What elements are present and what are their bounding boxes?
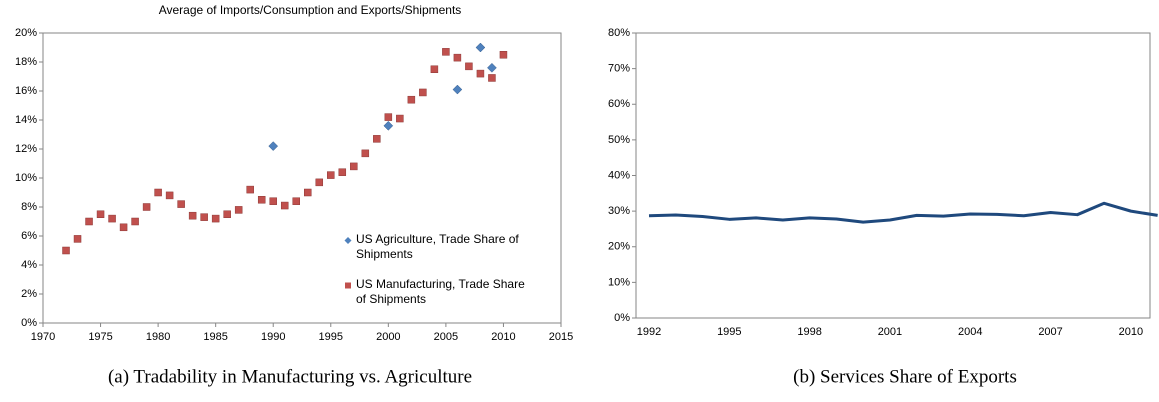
legend-marker [345, 282, 351, 289]
y-tick-label: 18% [15, 56, 37, 68]
square-point [373, 135, 381, 143]
x-tick-label: 2001 [878, 326, 902, 338]
y-tick-label: 80% [608, 27, 630, 39]
chart-title: Average of Imports/Consumption and Expor… [159, 3, 462, 17]
diamond-point [383, 120, 394, 131]
square-point [442, 48, 450, 56]
square-point [131, 217, 139, 226]
square-point [211, 214, 220, 223]
square-point [85, 217, 93, 226]
x-tick-label: 1998 [797, 326, 821, 338]
square-point [234, 206, 243, 214]
square-point [304, 188, 312, 197]
x-tick-label: 1975 [88, 331, 112, 343]
y-tick-label: 6% [21, 230, 37, 242]
x-tick-label: 2005 [434, 331, 458, 343]
legend-label: US Manufacturing, Trade Share of Shipmen… [356, 277, 525, 306]
square-point [384, 113, 393, 121]
square-point [246, 185, 254, 194]
x-tick-label: 1985 [203, 331, 227, 343]
x-tick-label: 2000 [376, 331, 400, 343]
square-point [142, 203, 151, 211]
x-tick-label: 2004 [958, 326, 982, 338]
square-point [257, 196, 266, 204]
square-point [465, 62, 473, 71]
diamond-point [475, 42, 486, 53]
y-tick-label: 30% [608, 205, 630, 217]
y-tick-label: 20% [15, 27, 37, 39]
x-tick-label: 1995 [717, 326, 741, 338]
square-point [223, 210, 231, 218]
plot-frame [635, 32, 1151, 319]
square-point [96, 210, 105, 218]
y-tick-label: 10% [608, 276, 630, 288]
square-point [165, 191, 174, 200]
square-point [73, 235, 82, 243]
square-point [488, 74, 496, 82]
x-tick-label: 2010 [491, 331, 515, 343]
square-point [419, 88, 427, 97]
x-tick-label: 1992 [637, 326, 661, 338]
y-tick-label: 20% [608, 241, 630, 253]
square-point [269, 197, 277, 205]
square-point [407, 95, 416, 104]
square-point [154, 188, 162, 197]
y-tick-label: 4% [21, 259, 37, 271]
y-tick-label: 70% [608, 63, 630, 75]
square-point [476, 69, 485, 78]
diamond-point [487, 62, 497, 73]
y-tick-label: 0% [21, 317, 37, 329]
square-point [361, 149, 370, 158]
square-point [315, 178, 324, 187]
y-tick-label: 50% [608, 134, 630, 146]
x-tick-label: 1970 [31, 331, 55, 343]
x-tick-label: 2007 [1038, 326, 1062, 338]
x-tick-label: 1980 [146, 331, 170, 343]
square-point [280, 201, 289, 210]
square-point [453, 53, 462, 62]
square-point [327, 171, 335, 179]
y-tick-label: 60% [608, 98, 630, 110]
square-point [292, 197, 300, 205]
square-point [499, 51, 508, 59]
square-point [338, 168, 347, 176]
square-point [108, 214, 116, 223]
x-tick-label: 2010 [1119, 326, 1143, 338]
legend-label: US Agriculture, Trade Share of Shipments [356, 232, 519, 261]
square-point [62, 246, 70, 255]
legend-marker [344, 237, 352, 244]
y-tick-label: 40% [608, 169, 630, 181]
y-tick-label: 16% [15, 85, 37, 97]
y-tick-label: 14% [15, 114, 37, 126]
diamond-point [268, 141, 279, 151]
x-tick-label: 2015 [549, 331, 573, 343]
square-point [200, 213, 208, 221]
square-point [188, 211, 197, 220]
data-line [648, 201, 1158, 224]
square-point [350, 162, 358, 171]
y-tick-label: 0% [614, 312, 630, 324]
x-tick-label: 1990 [261, 331, 285, 343]
diamond-point [452, 84, 463, 95]
square-point [119, 223, 128, 232]
y-tick-label: 8% [21, 201, 37, 213]
x-tick-label: 1995 [319, 331, 343, 343]
square-point [396, 114, 404, 123]
caption: (a) Tradability in Manufacturing vs. Agr… [108, 366, 472, 387]
y-tick-label: 10% [15, 172, 37, 184]
caption: (b) Services Share of Exports [793, 366, 1017, 387]
square-point [430, 65, 439, 73]
y-tick-label: 2% [21, 288, 37, 300]
square-point [177, 200, 185, 208]
y-tick-label: 12% [15, 143, 37, 155]
